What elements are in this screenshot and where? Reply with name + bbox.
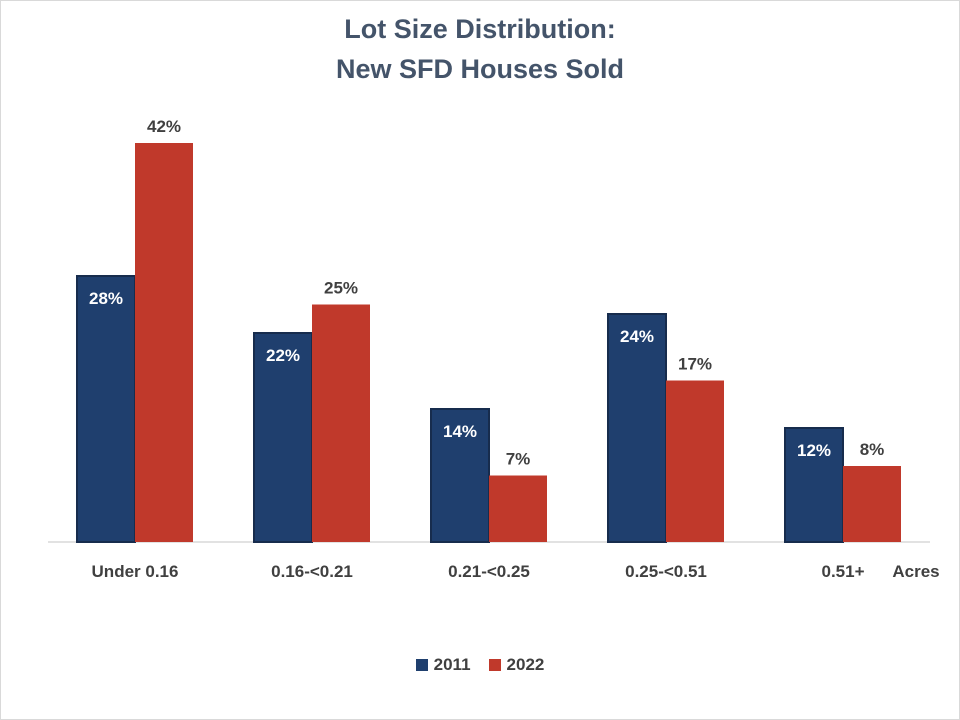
bar-2022-4: [843, 466, 901, 542]
x-tick-label-3: 0.25-<0.51: [625, 562, 707, 581]
bar-2022-1: [312, 304, 370, 542]
data-label-2022-4: 8%: [860, 440, 885, 459]
bar-2011-0: [76, 275, 136, 543]
data-label-2011-4: 12%: [797, 441, 831, 460]
data-label-2022-2: 7%: [506, 450, 531, 469]
bar-2022-2: [489, 475, 547, 542]
x-tick-label-1: 0.16-<0.21: [271, 562, 353, 581]
legend-swatch-2011: [415, 659, 428, 671]
bar-2011-3: [607, 313, 667, 543]
legend-swatch-2022: [488, 659, 501, 671]
data-label-2011-3: 24%: [620, 327, 654, 346]
x-tick-label-4: 0.51+: [821, 562, 864, 581]
chart-title-line-1: Lot Size Distribution:: [344, 14, 616, 44]
legend-item-2011: 2011: [415, 655, 471, 675]
bar-2011-2: [430, 408, 490, 543]
data-label-2011-1: 22%: [266, 346, 300, 365]
x-tick-label-0: Under 0.16: [92, 562, 179, 581]
chart-title-line-2: New SFD Houses Sold: [335, 54, 625, 84]
data-label-2011-2: 14%: [443, 422, 477, 441]
chart-legend: 2011 2022: [0, 655, 960, 675]
x-tick-label-2: 0.21-<0.25: [448, 562, 530, 581]
legend-label-2022: 2022: [506, 655, 545, 674]
bar-2011-4: [784, 427, 844, 543]
bar-2011-1: [253, 332, 313, 543]
data-label-2011-0: 28%: [89, 289, 123, 308]
bar-2022-3: [666, 380, 724, 542]
legend-item-2022: 2022: [488, 655, 545, 675]
legend-label-2011: 2011: [433, 655, 471, 674]
data-label-2022-3: 17%: [678, 355, 712, 374]
x-axis-unit-label: Acres: [892, 562, 939, 581]
bar-2022-0: [135, 143, 193, 542]
data-label-2022-0: 42%: [147, 117, 181, 136]
data-label-2022-1: 25%: [324, 279, 358, 298]
